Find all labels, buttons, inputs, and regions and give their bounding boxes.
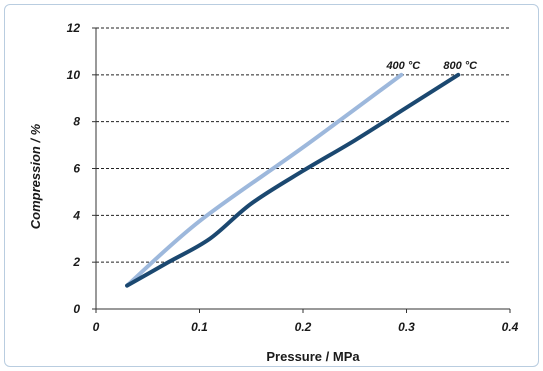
x-tick-label-0: 0 [93, 320, 100, 334]
y-tick-label-10: 10 [67, 68, 81, 82]
series-label-1: 800 °C [443, 60, 478, 72]
series-label-0: 400 °C [385, 60, 421, 72]
y-tick-label-12: 12 [67, 21, 81, 35]
y-tick-label-6: 6 [73, 162, 80, 176]
series-labels: 400 °C 800 °C [385, 60, 478, 72]
series-lines [125, 72, 461, 288]
x-tick-label-0.3: 0.3 [398, 320, 415, 334]
y-axis-title: Compression / % [28, 123, 43, 229]
x-axis-title: Pressure / MPa [266, 349, 360, 364]
series-line-1 [125, 72, 461, 288]
x-tick-label-0.1: 0.1 [191, 320, 208, 334]
y-tick-label-8: 8 [73, 115, 80, 129]
y-tick-label-2: 2 [72, 255, 80, 269]
x-tick-label-0.2: 0.2 [295, 320, 312, 334]
tick-labels: 0 2 4 6 8 10 12 0 0.1 0.2 0.3 0.4 [67, 21, 519, 334]
y-tick-label-0: 0 [73, 302, 80, 316]
series-line-0 [125, 72, 404, 288]
y-tick-label-4: 4 [72, 208, 80, 222]
axes [92, 27, 511, 313]
chart-frame [4, 4, 539, 367]
x-tick-label-0.4: 0.4 [502, 320, 519, 334]
